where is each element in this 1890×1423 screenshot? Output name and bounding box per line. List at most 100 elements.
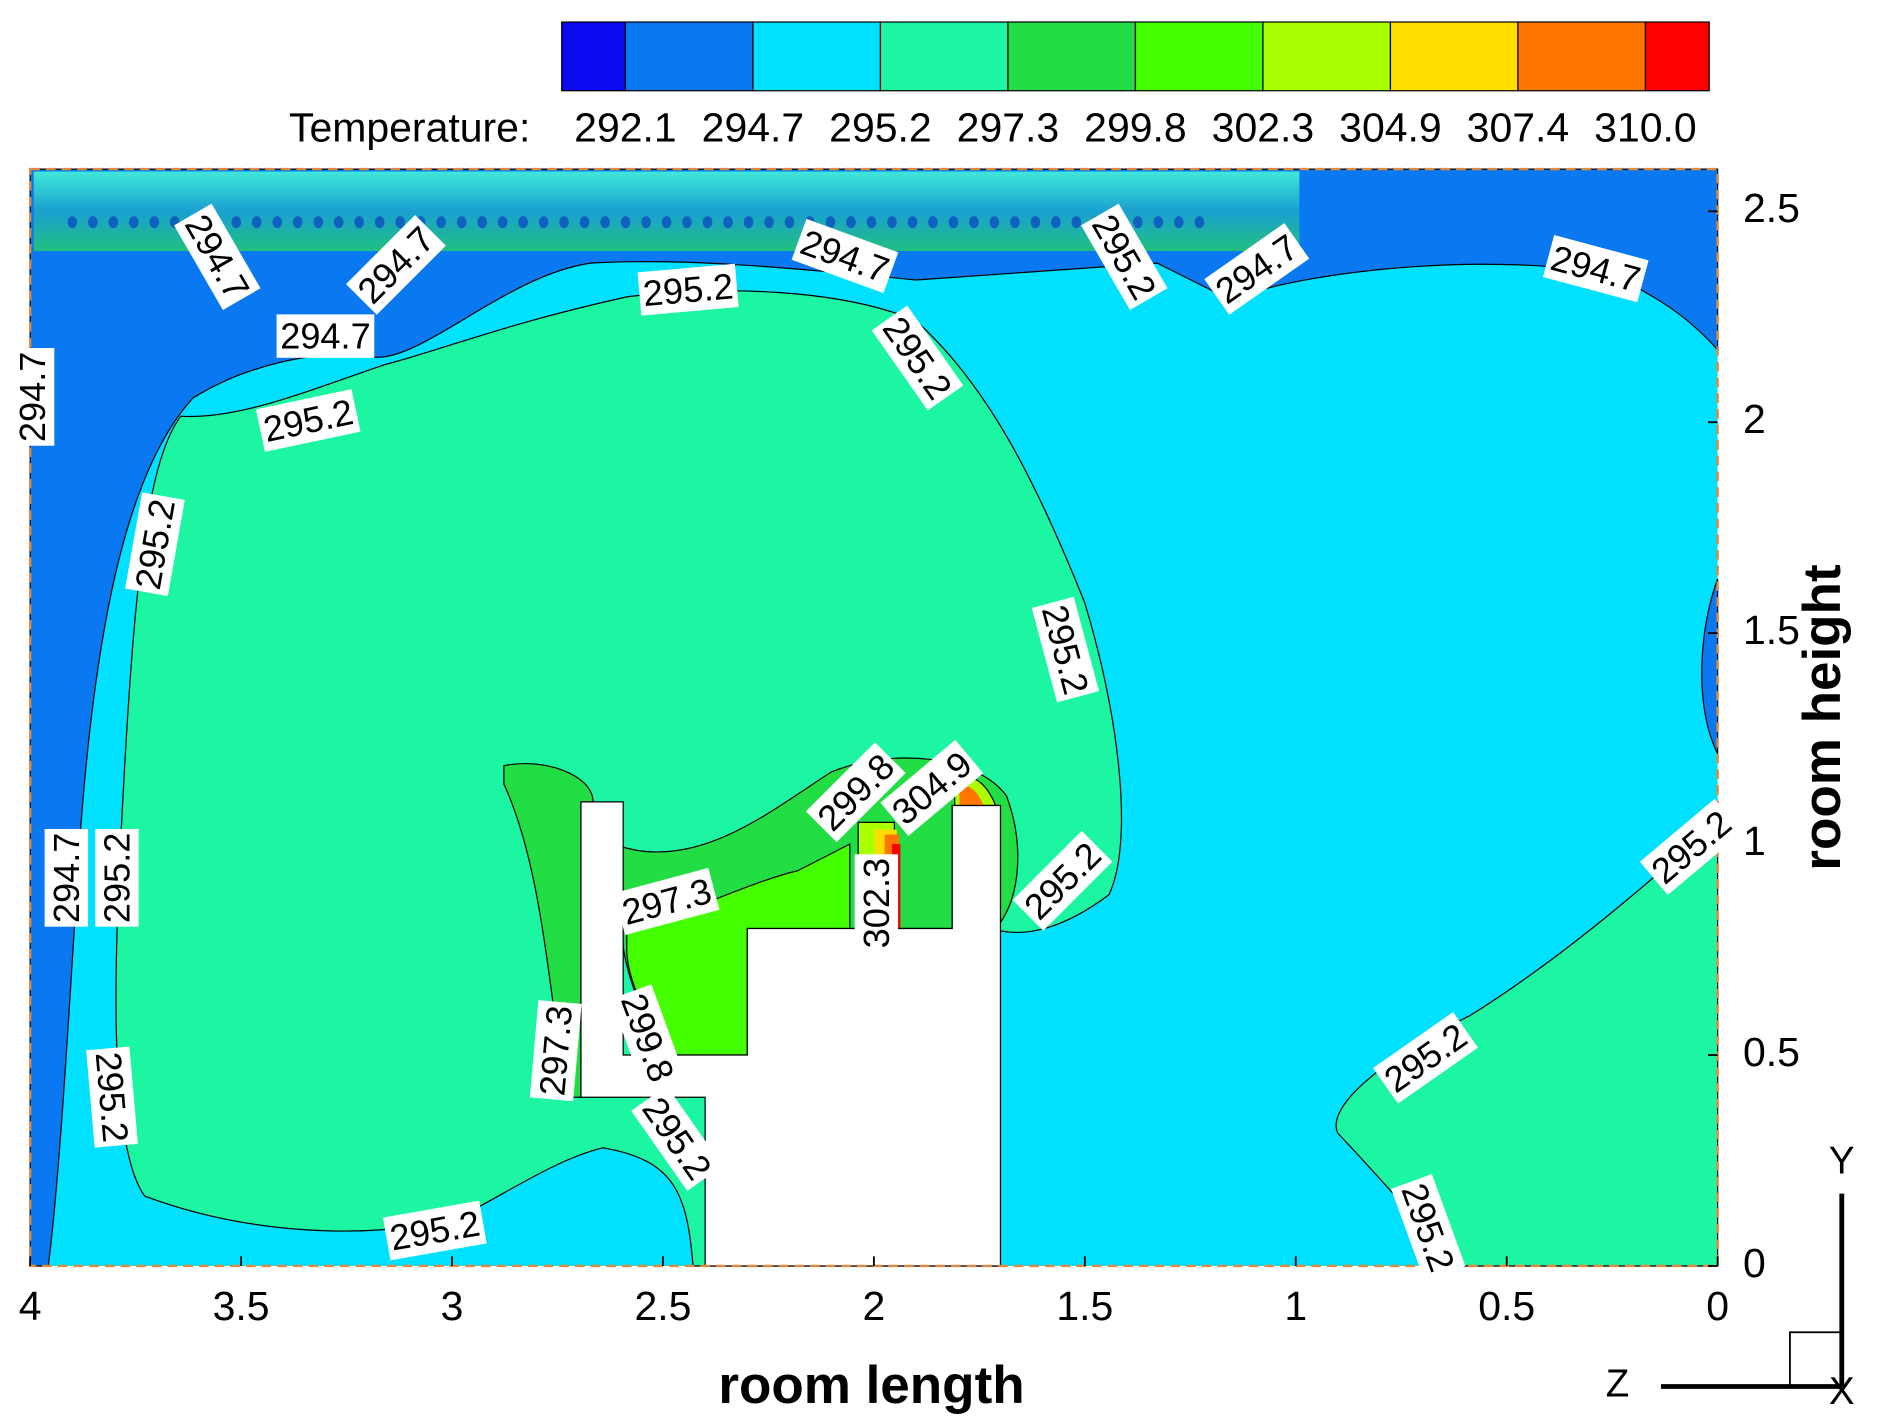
- contour-label-box: [1012, 830, 1113, 931]
- colorbar-label: 297.3: [957, 104, 1060, 150]
- fixture-dot: [641, 216, 651, 229]
- colorbar-swatch: [561, 21, 627, 92]
- contour-label-text: 294.7: [280, 316, 370, 357]
- contour-label-box: [613, 867, 720, 936]
- colorbar-label: 304.9: [1339, 104, 1442, 150]
- fixture-dot: [866, 216, 877, 229]
- fixture-dot: [128, 216, 139, 229]
- colorbar-swatch: [1517, 21, 1647, 92]
- contour-label: 297.3: [529, 1000, 582, 1102]
- fixture-dot: [989, 216, 1000, 229]
- fixture-dot: [477, 216, 487, 229]
- contour-label-text: 295.2: [96, 833, 137, 923]
- contour-label-box: [1639, 798, 1743, 896]
- y-tick-label: 0.5: [1743, 1029, 1800, 1075]
- obstacle: [580, 801, 1002, 1267]
- contour-label-box: [125, 492, 185, 597]
- fixture-dot: [1051, 216, 1061, 229]
- fixture-dot: [251, 216, 262, 229]
- contour-label-box: [637, 263, 739, 316]
- fixture-dot: [600, 216, 610, 229]
- fixture-dot: [743, 216, 754, 229]
- fixture-dot: [333, 216, 344, 229]
- fixture-dot: [1071, 216, 1082, 229]
- fixture-dot: [887, 216, 897, 229]
- colorbar-swatch: [1262, 21, 1392, 92]
- fixture-dot: [354, 216, 365, 229]
- colorbar-swatch: [1007, 21, 1137, 92]
- fixture-dot: [518, 216, 528, 229]
- contour-label-text: 294.7: [46, 833, 87, 923]
- colorbar-swatch: [1134, 21, 1264, 92]
- contour-label-box: [174, 203, 261, 310]
- contour-label: 295.2: [95, 828, 139, 927]
- fixture-dot: [231, 216, 242, 229]
- triad-label: Y: [1829, 1140, 1855, 1183]
- contour-label: 295.2: [637, 263, 739, 316]
- fixture-dot: [108, 216, 119, 229]
- overlay: 292.1 294.7 295.2 297.3 299.8 302.3 304.9 307.4…: [19, 21, 1800, 1329]
- contour-label-box: [10, 348, 55, 446]
- colorbar-swatch: [624, 21, 754, 92]
- colorbar-swatch: [879, 21, 1009, 92]
- x-tick-label: 1: [1284, 1283, 1307, 1329]
- contour-label-box: [44, 828, 89, 927]
- colorbar-label: 307.4: [1467, 104, 1570, 150]
- contour-band: [959, 785, 984, 806]
- contour-label-box: [382, 1200, 487, 1261]
- triad-label: Z: [1606, 1363, 1630, 1406]
- fixture-dot: [907, 216, 918, 229]
- x-axis-label: room length: [718, 1356, 1024, 1415]
- fixture-dot: [661, 216, 672, 229]
- contour-label: 302.3: [854, 854, 899, 953]
- fixture-dot: [702, 216, 713, 229]
- contour-label-text: 294.7: [12, 352, 53, 442]
- fixture-dot: [559, 216, 569, 229]
- contour-label-box: [1081, 203, 1168, 310]
- contour-band: [1701, 578, 1719, 754]
- contour-label-box: [95, 828, 139, 927]
- y-tick-label: 2.5: [1743, 185, 1800, 231]
- y-tick-label: 1: [1743, 818, 1766, 864]
- fixture-dot: [969, 216, 979, 229]
- contour-label-box: [1542, 235, 1649, 303]
- colorbar-label: 295.2: [829, 104, 932, 150]
- contour-label-box: [610, 984, 685, 1091]
- fixture-dot: [67, 216, 78, 229]
- colorbar-swatch: [1389, 21, 1519, 92]
- fixture-dot: [682, 216, 692, 229]
- fixture-dot: [1153, 216, 1164, 229]
- fixture-dot: [579, 216, 590, 229]
- fixture-dot: [784, 216, 795, 229]
- fixture-dot: [1194, 216, 1205, 229]
- colorbar-label: 294.7: [702, 104, 805, 150]
- colorbar-label: 299.8: [1084, 104, 1187, 150]
- fixture-dot: [620, 216, 631, 229]
- fixture-dot: [313, 216, 324, 229]
- contour-label-text: 302.3: [856, 858, 897, 948]
- x-tick-label: 0: [1706, 1283, 1729, 1329]
- contour-label-box: [854, 854, 899, 953]
- colorbar-swatch: [752, 21, 882, 92]
- fixture-dot: [87, 216, 98, 229]
- contour-label: 294.7: [10, 348, 55, 446]
- y-tick-label: 0: [1743, 1240, 1766, 1286]
- x-tick-label: 3: [441, 1283, 464, 1329]
- contour-label-text: 297.3: [531, 1004, 580, 1098]
- triad-box: [1789, 1331, 1843, 1388]
- colorbar-label: 302.3: [1212, 104, 1315, 150]
- contour-label-box: [346, 214, 446, 315]
- contour-label-box: [1373, 1012, 1479, 1104]
- colorbar-label: 310.0: [1594, 104, 1697, 150]
- contour-label-box: [631, 1085, 723, 1191]
- fixture-dot: [825, 216, 836, 229]
- axis-triad: Y Z X: [1606, 1140, 1855, 1413]
- colorbar-title: Temperature:: [289, 104, 530, 150]
- x-tick-label: 2: [862, 1283, 885, 1329]
- colorbar-label: 292.1: [574, 104, 677, 150]
- contour-label-box: [1031, 596, 1100, 703]
- fixture-dot: [1174, 216, 1184, 229]
- contour-label-box: [805, 742, 906, 843]
- fixture-dot: [497, 216, 508, 229]
- x-tick-label: 0.5: [1478, 1283, 1535, 1329]
